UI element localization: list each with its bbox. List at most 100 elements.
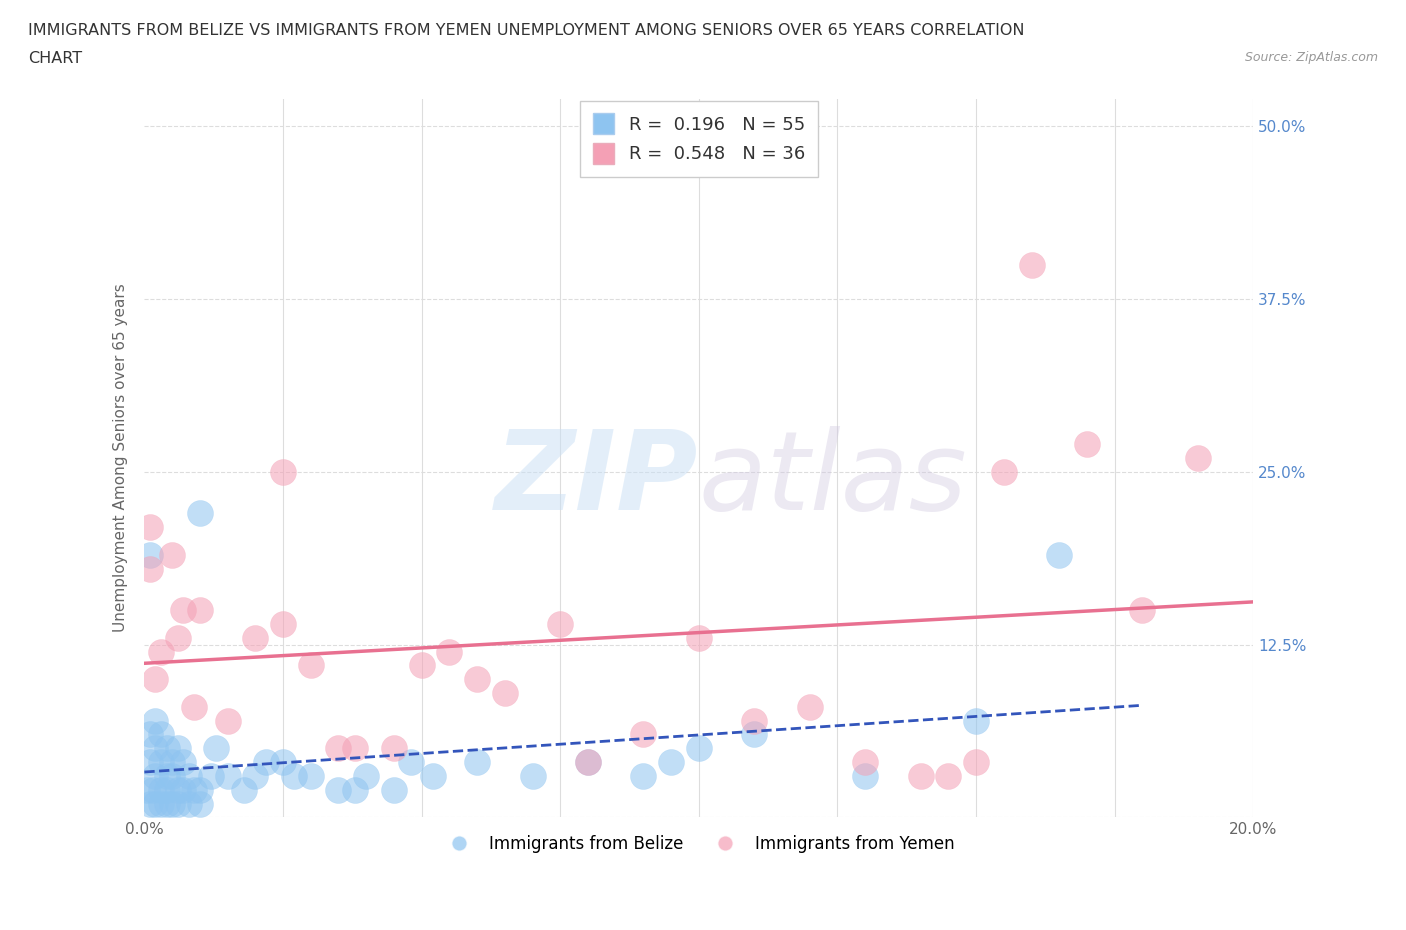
Text: ZIP: ZIP [495,426,699,533]
Point [853,754,876,769]
Point [160,768,183,783]
Point [1047,548,1070,563]
Point [139,561,162,576]
Point [799,699,821,714]
Point [160,754,183,769]
Point [155,782,177,797]
Point [742,713,765,728]
Point [150,782,173,797]
Text: Source: ZipAtlas.com: Source: ZipAtlas.com [1244,51,1378,64]
Point [522,768,544,783]
Point [155,768,177,783]
Point [1021,257,1043,272]
Point [245,768,267,783]
Point [217,713,239,728]
Point [576,754,599,769]
Point [299,658,322,672]
Point [354,768,377,783]
Point [188,796,211,811]
Point [139,754,162,769]
Point [188,603,211,618]
Point [439,644,461,659]
Point [150,727,173,742]
Point [200,768,222,783]
Text: IMMIGRANTS FROM BELIZE VS IMMIGRANTS FROM YEMEN UNEMPLOYMENT AMONG SENIORS OVER : IMMIGRANTS FROM BELIZE VS IMMIGRANTS FRO… [28,23,1025,38]
Point [205,741,228,756]
Point [271,617,294,631]
Point [183,782,205,797]
Point [172,603,194,618]
Point [742,727,765,742]
Point [1132,603,1154,618]
Point [1187,451,1209,466]
Point [150,754,173,769]
Point [936,768,959,783]
Point [177,796,200,811]
Point [465,671,488,686]
Point [145,671,167,686]
Point [177,768,200,783]
Y-axis label: Unemployment Among Seniors over 65 years: Unemployment Among Seniors over 65 years [114,284,128,632]
Point [910,768,932,783]
Point [411,658,433,672]
Point [142,782,165,797]
Point [344,782,367,797]
Point [633,727,655,742]
Point [271,464,294,479]
Point [172,782,194,797]
Point [1076,437,1098,452]
Point [139,727,162,742]
Point [139,796,162,811]
Point [145,768,167,783]
Point [299,768,322,783]
Point [145,741,167,756]
Point [188,506,211,521]
Point [853,768,876,783]
Point [993,464,1015,479]
Point [254,754,277,769]
Point [145,796,167,811]
Point [160,548,183,563]
Point [328,741,350,756]
Point [965,754,987,769]
Point [688,631,710,645]
Point [344,741,367,756]
Point [233,782,256,797]
Point [633,768,655,783]
Point [217,768,239,783]
Point [494,685,516,700]
Point [139,520,162,535]
Point [136,782,159,797]
Point [166,796,188,811]
Point [382,782,405,797]
Point [382,741,405,756]
Point [183,699,205,714]
Legend: Immigrants from Belize, Immigrants from Yemen: Immigrants from Belize, Immigrants from … [436,828,962,859]
Point [155,796,177,811]
Point [399,754,422,769]
Point [659,754,682,769]
Point [145,713,167,728]
Point [166,741,188,756]
Point [283,768,305,783]
Point [150,796,173,811]
Point [188,782,211,797]
Point [139,548,162,563]
Point [160,796,183,811]
Point [548,617,571,631]
Point [465,754,488,769]
Point [328,782,350,797]
Point [155,741,177,756]
Point [245,631,267,645]
Text: atlas: atlas [699,426,967,533]
Text: CHART: CHART [28,51,82,66]
Point [965,713,987,728]
Point [688,741,710,756]
Point [271,754,294,769]
Point [166,631,188,645]
Point [166,782,188,797]
Point [172,754,194,769]
Point [150,644,173,659]
Point [422,768,444,783]
Point [576,754,599,769]
